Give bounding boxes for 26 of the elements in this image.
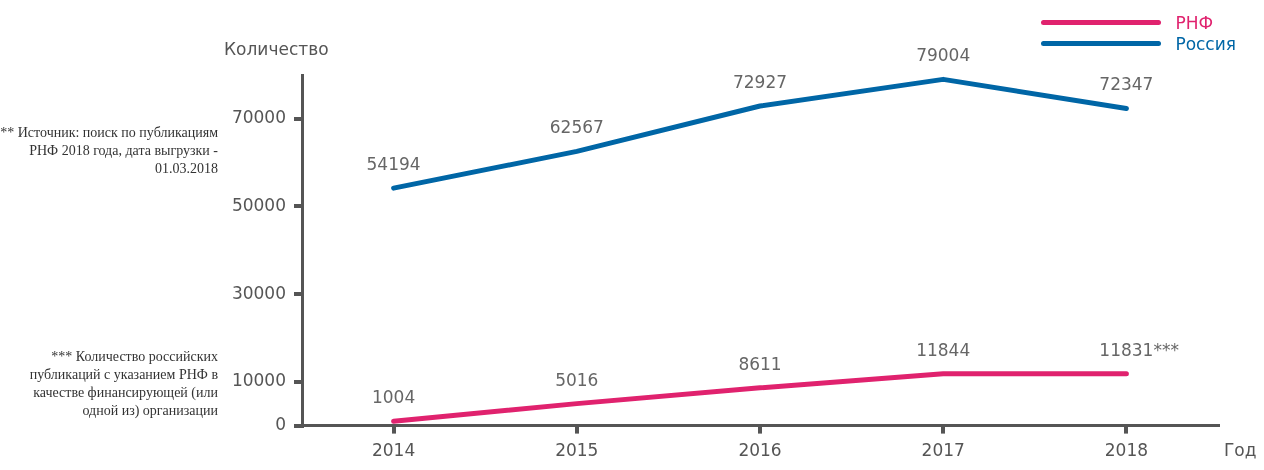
x-tick-label: 2017 [921,440,965,461]
text: Россия [1175,33,1236,54]
x-tick-label: 2015 [555,440,599,461]
y-tick-label: 50000 [231,194,286,215]
x-tick-label: 2018 [1104,440,1149,461]
data-label: 5016 [555,369,599,390]
x-tick-label: 2014 [371,440,416,461]
data-label: 79004 [916,45,971,66]
data-label: 72347 [1099,74,1154,95]
data-label: 8611 [738,353,782,374]
y-tick-label: 0 [275,414,286,435]
data-label: 54194 [366,154,421,175]
y-tick-label: 30000 [231,282,286,303]
x-axis-title: Год [1224,439,1257,460]
data-label: 11844 [916,339,971,360]
data-label: 72927 [732,71,788,92]
data-label: 11831*** [1099,339,1179,360]
x-tick-label: 2016 [738,440,782,461]
text: РНФ [1175,12,1214,33]
text: *** Количество российских публикаций с указанием РНФ в качестве финансирующей (или одной из) организации [28,348,218,420]
text: ** Источник: поиск по публикациям РНФ 2018 года, дата выгрузки - 01.03.2018 [0,124,218,178]
data-label: 1004 [371,387,416,408]
y-axis-title: Количество [224,39,329,59]
y-tick-label: 10000 [231,370,286,391]
data-label: 62567 [549,117,604,138]
y-tick-label: 70000 [231,107,286,128]
